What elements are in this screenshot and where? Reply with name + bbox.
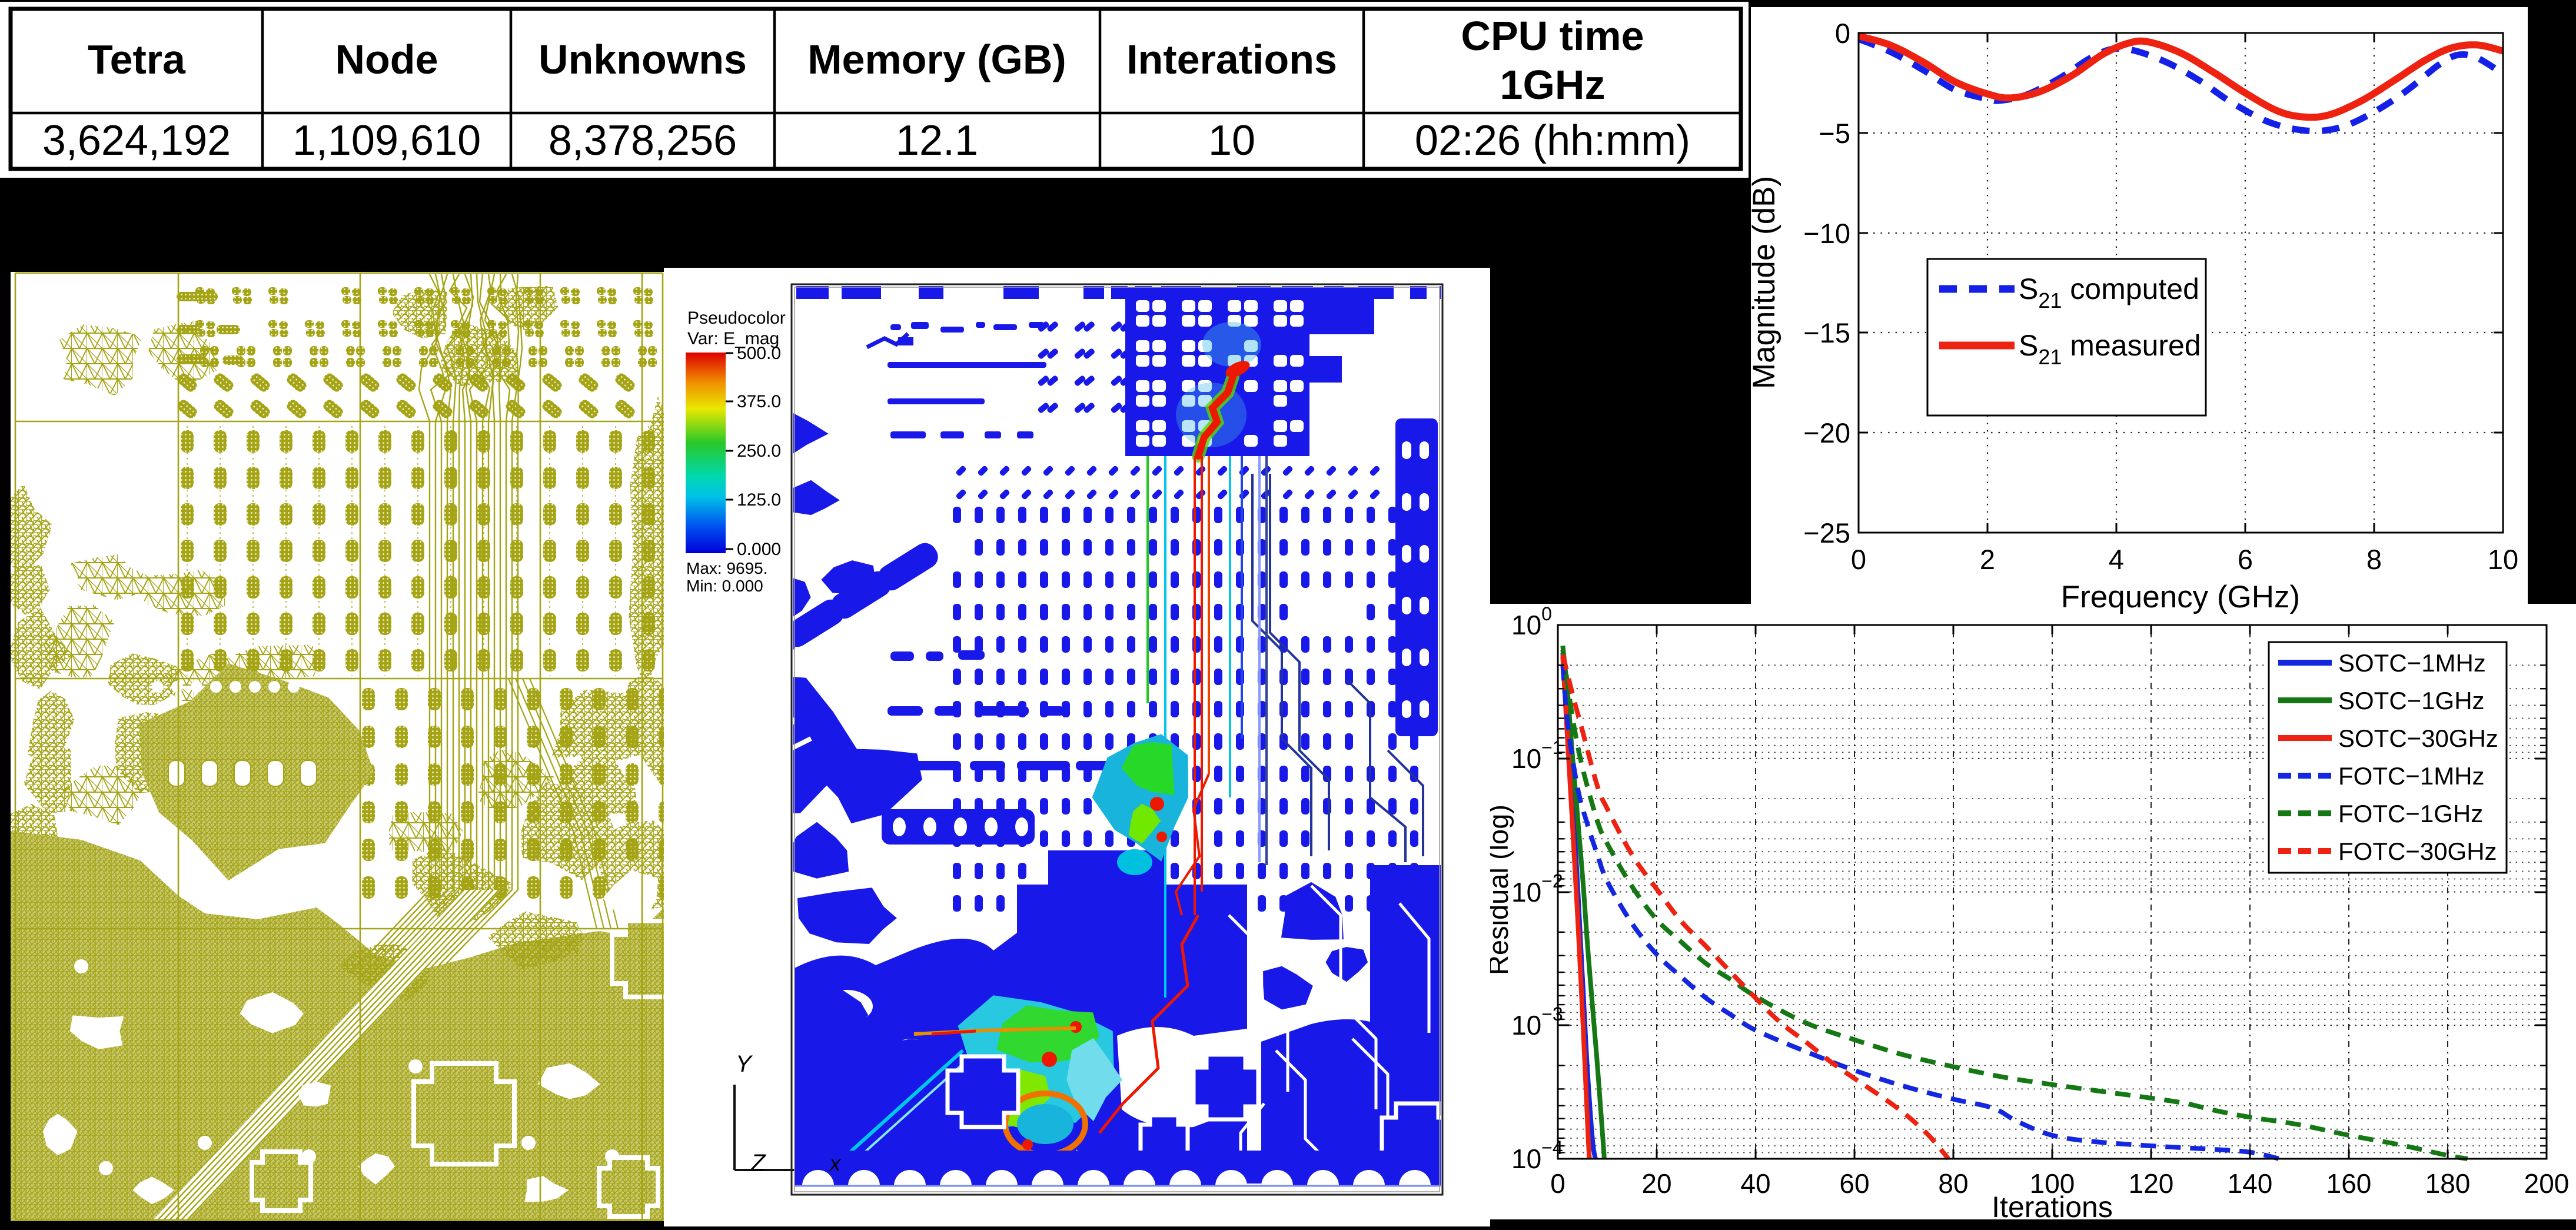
svg-text:0: 0 <box>1550 1168 1565 1199</box>
svg-text:−10: −10 <box>1803 218 1850 249</box>
svg-text:100: 100 <box>2030 1168 2075 1199</box>
svg-text:180: 180 <box>2425 1168 2471 1199</box>
svg-text:FOTC−30GHz: FOTC−30GHz <box>2338 837 2497 865</box>
svg-text:FOTC−1MHz: FOTC−1MHz <box>2338 762 2485 790</box>
svg-text:125.0: 125.0 <box>737 490 781 510</box>
svg-text:FOTC−1GHz: FOTC−1GHz <box>2338 800 2483 827</box>
svg-text:02:26 (hh:mm): 02:26 (hh:mm) <box>1415 117 1690 164</box>
svg-text:200: 200 <box>2524 1168 2570 1199</box>
svg-text:Frequency (GHz): Frequency (GHz) <box>2061 580 2300 614</box>
svg-text:8: 8 <box>2366 544 2382 575</box>
svg-text:6: 6 <box>2238 544 2253 575</box>
svg-text:SOTC−30GHz: SOTC−30GHz <box>2338 724 2498 752</box>
svg-text:−5: −5 <box>1819 118 1850 149</box>
svg-text:Interations: Interations <box>1126 36 1337 82</box>
svg-text:20: 20 <box>1641 1168 1671 1199</box>
svg-text:Min: 0.000: Min: 0.000 <box>686 577 763 595</box>
svg-text:Y: Y <box>736 1051 753 1077</box>
svg-text:2: 2 <box>1980 544 1995 575</box>
svg-text:Memory (GB): Memory (GB) <box>807 36 1066 82</box>
svg-text:140: 140 <box>2228 1168 2273 1199</box>
svg-text:Var: E_mag: Var: E_mag <box>687 329 779 348</box>
svg-text:10−4: 10−4 <box>1511 1137 1563 1174</box>
svg-text:−15: −15 <box>1803 317 1850 348</box>
svg-text:−20: −20 <box>1803 417 1850 448</box>
svg-text:0.000: 0.000 <box>737 540 781 559</box>
svg-text:SOTC−1MHz: SOTC−1MHz <box>2338 649 2486 677</box>
svg-text:120: 120 <box>2129 1168 2174 1199</box>
svg-text:40: 40 <box>1740 1168 1770 1199</box>
svg-text:Tetra: Tetra <box>88 36 186 82</box>
svg-text:500.0: 500.0 <box>737 344 781 363</box>
svg-text:160: 160 <box>2326 1168 2372 1199</box>
svg-text:Max: 9695.: Max: 9695. <box>686 559 768 577</box>
svg-text:Residual (log): Residual (log) <box>1490 805 1514 975</box>
svg-text:250.0: 250.0 <box>737 441 781 461</box>
svg-text:CPU time: CPU time <box>1461 13 1644 59</box>
svg-text:3,624,192: 3,624,192 <box>42 117 231 164</box>
svg-text:Iterations: Iterations <box>1992 1191 2113 1219</box>
svg-text:1,109,610: 1,109,610 <box>292 117 481 164</box>
svg-text:375.0: 375.0 <box>737 392 781 411</box>
svg-text:12.1: 12.1 <box>896 117 978 164</box>
svg-text:−25: −25 <box>1803 517 1850 548</box>
svg-text:1GHz: 1GHz <box>1500 62 1606 108</box>
svg-text:Unknowns: Unknowns <box>539 36 747 82</box>
svg-text:10: 10 <box>1208 117 1255 164</box>
svg-text:x: x <box>829 1151 842 1175</box>
svg-text:8,378,256: 8,378,256 <box>549 117 737 164</box>
svg-text:Node: Node <box>335 36 438 82</box>
svg-text:0: 0 <box>1835 18 1850 49</box>
svg-text:Z: Z <box>750 1150 766 1176</box>
svg-text:Pseudocolor: Pseudocolor <box>687 308 786 328</box>
svg-text:Magnitude (dB): Magnitude (dB) <box>1751 176 1781 389</box>
svg-text:4: 4 <box>2109 544 2124 575</box>
svg-text:0: 0 <box>1851 544 1866 575</box>
svg-text:80: 80 <box>1938 1168 1968 1199</box>
svg-text:10: 10 <box>2488 544 2518 575</box>
svg-text:SOTC−1GHz: SOTC−1GHz <box>2338 687 2485 714</box>
svg-text:60: 60 <box>1839 1168 1869 1199</box>
